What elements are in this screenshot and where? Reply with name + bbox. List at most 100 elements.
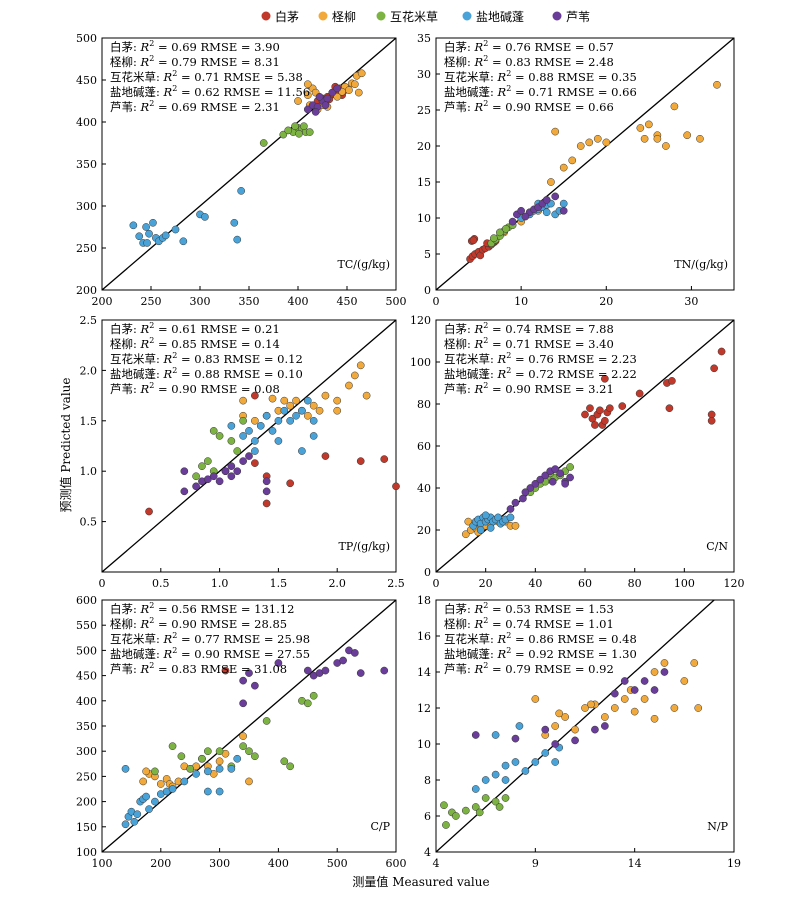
data-point bbox=[511, 758, 520, 766]
data-point bbox=[233, 447, 242, 455]
stats-r2: 0.71 bbox=[528, 85, 554, 99]
data-point bbox=[680, 677, 689, 685]
data-point bbox=[694, 704, 703, 712]
data-point bbox=[476, 526, 485, 534]
x-tick-label: 1.0 bbox=[211, 577, 229, 590]
stats-species: 柽柳 bbox=[110, 617, 133, 631]
stats-r2: 0.61 bbox=[171, 322, 197, 336]
data-point bbox=[471, 785, 480, 793]
y-tick-label: 18 bbox=[417, 594, 431, 607]
x-tick-label: 400 bbox=[288, 295, 309, 308]
stats-line: 互花米草: R2 = 0.88 RMSE = 0.35 bbox=[444, 69, 637, 84]
data-point bbox=[279, 130, 288, 139]
data-point bbox=[321, 101, 330, 110]
data-point bbox=[591, 725, 599, 734]
stats-species: 互花米草 bbox=[444, 632, 490, 646]
data-point bbox=[650, 668, 659, 676]
stats-species: 芦苇 bbox=[110, 662, 133, 676]
data-point bbox=[571, 736, 579, 745]
y-tick-label: 1.5 bbox=[80, 415, 98, 428]
stats-rmse: 1.01 bbox=[588, 617, 614, 631]
y-tick-label: 500 bbox=[76, 32, 97, 45]
data-point bbox=[469, 236, 478, 245]
data-point bbox=[593, 134, 602, 143]
chart-panel: 200 250 300 350 400 450 500 200 250 300 350 400 450 5… bbox=[76, 32, 407, 308]
data-point bbox=[559, 206, 568, 215]
data-point bbox=[620, 695, 629, 703]
data-point bbox=[251, 752, 259, 761]
stats-r2: 0.79 bbox=[171, 55, 197, 69]
data-point bbox=[354, 88, 363, 97]
y-tick-label: 8 bbox=[424, 774, 431, 787]
data-point bbox=[309, 432, 318, 440]
data-point bbox=[280, 757, 289, 766]
data-point bbox=[311, 108, 320, 116]
data-point bbox=[251, 681, 259, 690]
data-point bbox=[233, 754, 242, 763]
data-point bbox=[239, 457, 247, 465]
stats-rmse: 28.85 bbox=[254, 617, 287, 631]
data-point bbox=[356, 361, 365, 370]
data-point bbox=[511, 498, 520, 507]
y-tick-label: 2.5 bbox=[80, 314, 98, 327]
x-tick-label: 80 bbox=[628, 577, 642, 590]
stats-species: 芦苇 bbox=[444, 382, 467, 396]
data-point bbox=[481, 776, 490, 784]
data-point bbox=[491, 797, 500, 806]
data-point bbox=[192, 472, 200, 481]
stats-r2: 0.71 bbox=[505, 337, 531, 351]
data-point bbox=[168, 742, 177, 751]
legend-marker bbox=[462, 11, 472, 21]
stats-line: 白茅: R2 = 0.74 RMSE = 7.88 bbox=[444, 321, 614, 336]
stats-species: 白茅 bbox=[110, 602, 133, 616]
stats-species: 互花米草 bbox=[444, 70, 490, 84]
data-point bbox=[357, 69, 366, 78]
y-tick-label: 600 bbox=[76, 594, 97, 607]
data-point bbox=[171, 225, 180, 234]
legend-label: 芦苇 bbox=[566, 10, 590, 24]
data-point bbox=[280, 406, 289, 415]
stats-rmse: 0.48 bbox=[611, 632, 637, 646]
data-point bbox=[168, 785, 177, 793]
data-point bbox=[710, 364, 718, 373]
data-point bbox=[251, 447, 259, 455]
stats-r2: 0.62 bbox=[194, 85, 220, 99]
data-point bbox=[251, 416, 259, 425]
stats-r2: 0.74 bbox=[505, 322, 531, 336]
data-point bbox=[177, 752, 186, 761]
panel-label: TN/(g/kg) bbox=[674, 258, 728, 271]
stats-line: 白茅: R2 = 0.61 RMSE = 0.21 bbox=[110, 321, 280, 336]
data-point bbox=[551, 740, 560, 748]
data-point bbox=[566, 473, 574, 482]
data-point bbox=[227, 472, 236, 481]
data-point bbox=[142, 792, 150, 801]
stats-line: 芦苇: R2 = 0.90 RMSE = 3.21 bbox=[444, 381, 614, 396]
legend-marker bbox=[376, 11, 386, 21]
y-tick-label: 120 bbox=[410, 314, 431, 327]
x-tick-label: 19 bbox=[727, 857, 741, 870]
data-point bbox=[481, 794, 490, 802]
data-point bbox=[215, 477, 224, 486]
stats-species: 芦苇 bbox=[444, 100, 467, 114]
y-tick-label: 450 bbox=[76, 670, 97, 683]
data-point bbox=[333, 396, 342, 405]
stats-species: 柽柳 bbox=[110, 337, 133, 351]
data-point bbox=[660, 659, 669, 667]
stats-rmse: 25.98 bbox=[277, 632, 310, 646]
data-point bbox=[501, 761, 510, 770]
data-point bbox=[303, 699, 312, 708]
data-point bbox=[551, 465, 560, 473]
data-point bbox=[547, 178, 555, 186]
data-point bbox=[531, 758, 540, 766]
data-point bbox=[511, 734, 520, 743]
data-point bbox=[362, 391, 371, 400]
y-tick-label: 200 bbox=[76, 796, 97, 809]
data-point bbox=[650, 686, 659, 694]
y-tick-label: 300 bbox=[76, 745, 97, 758]
data-point bbox=[561, 713, 569, 721]
y-tick-label: 250 bbox=[76, 770, 97, 783]
data-point bbox=[215, 787, 224, 796]
y-tick-label: 500 bbox=[76, 644, 97, 657]
data-point bbox=[239, 396, 247, 405]
data-point bbox=[161, 231, 170, 240]
